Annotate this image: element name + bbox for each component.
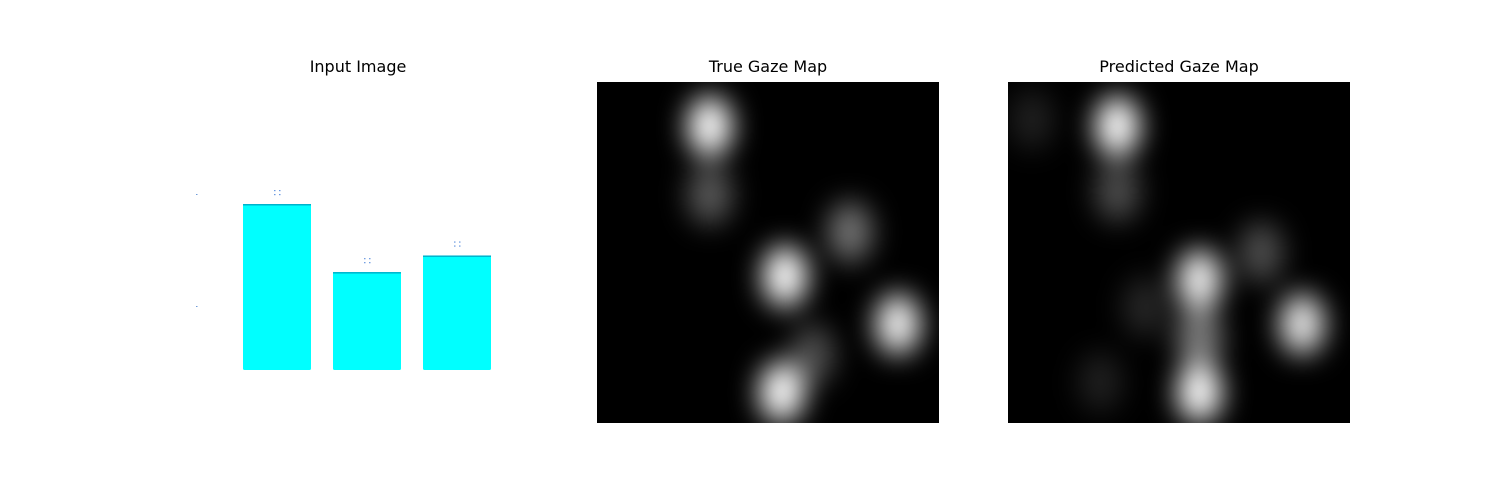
true-gaze-map-title: True Gaze Map [708, 57, 828, 76]
predicted-gaze-map-panel [1008, 82, 1350, 423]
gaze-blob-5 [875, 294, 920, 355]
bar-label-marks [364, 258, 371, 264]
input-image-chart [196, 190, 491, 370]
bar-3 [423, 255, 491, 370]
bar-label-marks [274, 190, 281, 196]
gaze-blob-6 [759, 362, 804, 423]
bar-label-marks [454, 241, 461, 247]
bar-top-edge [243, 204, 311, 206]
gaze-blob-9 [1122, 277, 1167, 338]
gaze-blob-6 [1280, 294, 1325, 355]
predicted-gaze-map-title: Predicted Gaze Map [1099, 57, 1259, 76]
gaze-blob-3 [763, 246, 808, 307]
gaze-blob-10 [1078, 352, 1123, 413]
true-gaze-map-panel [597, 82, 939, 423]
axis-tick-mark [196, 194, 198, 195]
bar-top-edge [333, 272, 401, 274]
gaze-blob-1 [1095, 96, 1140, 157]
heatmap-background [1008, 82, 1350, 423]
gaze-blob-4 [828, 202, 873, 263]
axis-tick-mark [196, 306, 198, 307]
gaze-blob-7 [1239, 222, 1284, 283]
gaze-blob-7 [790, 324, 835, 385]
gaze-blob-8 [1009, 89, 1054, 150]
bar-top-edge [423, 255, 491, 257]
gaze-blob-5 [1177, 307, 1222, 368]
heatmap-background [597, 82, 939, 423]
bar-2 [333, 272, 401, 370]
bar-1 [243, 204, 311, 370]
gaze-blob-4 [1177, 362, 1222, 423]
input-image-title: Input Image [309, 57, 407, 76]
predicted-gaze-heatmap [1008, 82, 1350, 423]
gaze-blob-1 [687, 96, 732, 157]
true-gaze-heatmap [597, 82, 939, 423]
gaze-blob-3 [1177, 249, 1222, 310]
gaze-blob-2 [1095, 161, 1140, 222]
gaze-blob-2 [687, 164, 732, 225]
input-image-panel [187, 82, 529, 423]
